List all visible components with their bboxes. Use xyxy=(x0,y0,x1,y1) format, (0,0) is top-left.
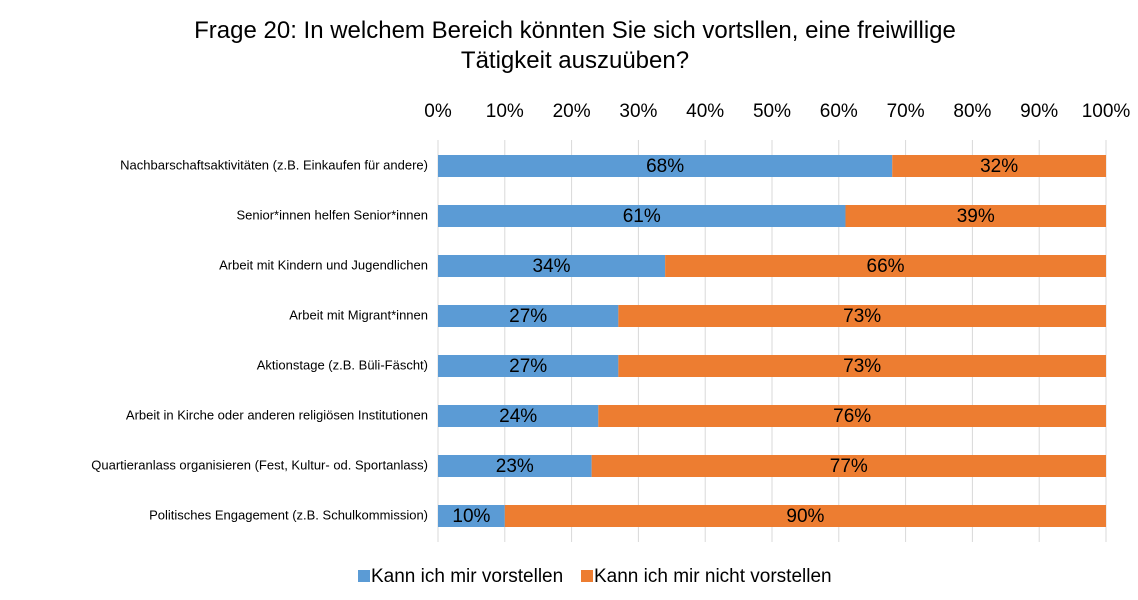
bar-segment xyxy=(438,155,893,177)
value-label: 39% xyxy=(957,206,995,227)
category-label: Aktionstage (z.B. Büli-Fäscht) xyxy=(257,357,428,372)
value-label: 66% xyxy=(867,256,905,277)
value-label: 73% xyxy=(843,356,881,377)
bar-segment xyxy=(665,255,1106,277)
x-tick-label: 10% xyxy=(486,101,524,122)
x-tick-label: 30% xyxy=(619,101,657,122)
x-tick-label: 50% xyxy=(753,101,791,122)
category-label: Arbeit in Kirche oder anderen religiösen… xyxy=(126,407,428,422)
bar-segment xyxy=(438,355,619,377)
x-tick-label: 90% xyxy=(1020,101,1058,122)
bar-segment xyxy=(591,455,1106,477)
value-label: 34% xyxy=(533,256,571,277)
bar-segment xyxy=(504,505,1106,527)
value-label: 68% xyxy=(646,156,684,177)
category-label: Politisches Engagement (z.B. Schulkommis… xyxy=(149,507,428,522)
value-label: 76% xyxy=(833,406,871,427)
bar-segment xyxy=(438,405,599,427)
bar-segment xyxy=(892,155,1106,177)
value-label: 27% xyxy=(509,356,547,377)
value-label: 23% xyxy=(496,456,534,477)
value-label: 27% xyxy=(509,306,547,327)
x-tick-label: 80% xyxy=(953,101,991,122)
value-label: 61% xyxy=(623,206,661,227)
category-label: Arbeit mit Kindern und Jugendlichen xyxy=(219,257,428,272)
value-label: 90% xyxy=(786,506,824,527)
x-tick-label: 20% xyxy=(553,101,591,122)
category-label: Nachbarschaftsaktivitäten (z.B. Einkaufe… xyxy=(120,157,428,172)
legend-swatch xyxy=(358,570,370,582)
bar-segment xyxy=(598,405,1106,427)
bar-segment xyxy=(438,305,619,327)
x-tick-label: 60% xyxy=(820,101,858,122)
category-label: Quartieranlass organisieren (Fest, Kultu… xyxy=(91,457,428,472)
value-label: 32% xyxy=(980,156,1018,177)
bar-segment xyxy=(618,305,1106,327)
value-label: 10% xyxy=(452,506,490,527)
bar-segment xyxy=(438,255,666,277)
bar-segment xyxy=(438,455,592,477)
legend-label: Kann ich mir vorstellen xyxy=(371,566,563,587)
value-label: 24% xyxy=(499,406,537,427)
bar-segment xyxy=(618,355,1106,377)
category-label: Senior*innen helfen Senior*innen xyxy=(236,207,428,222)
x-tick-label: 40% xyxy=(686,101,724,122)
value-label: 77% xyxy=(830,456,868,477)
x-tick-label: 100% xyxy=(1082,101,1131,122)
value-label: 73% xyxy=(843,306,881,327)
legend-swatch xyxy=(581,570,593,582)
bar-segment xyxy=(438,505,505,527)
chart-title: Frage 20: In welchem Bereich könnten Sie… xyxy=(194,17,956,74)
bar-segment xyxy=(845,205,1106,227)
bar-segment xyxy=(438,205,846,227)
legend-label: Kann ich mir nicht vorstellen xyxy=(594,566,832,587)
x-tick-label: 70% xyxy=(887,101,925,122)
category-label: Arbeit mit Migrant*innen xyxy=(289,307,428,322)
x-tick-label: 0% xyxy=(424,101,452,122)
